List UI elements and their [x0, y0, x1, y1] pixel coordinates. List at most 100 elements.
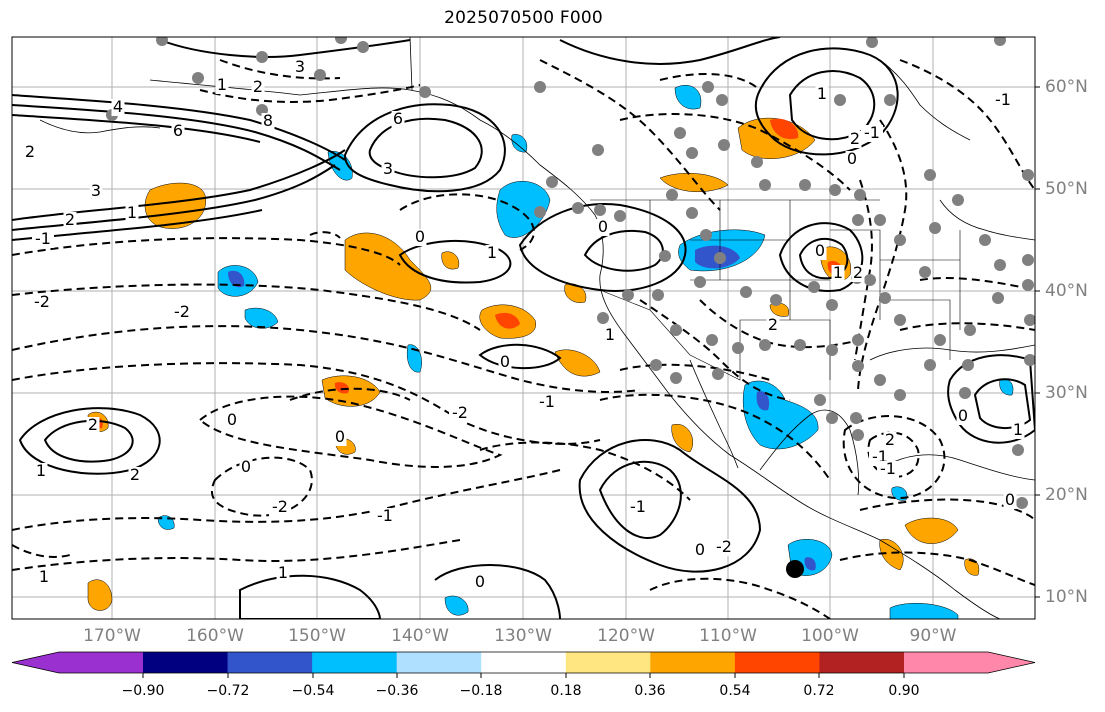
lat-label-50n: 50°N [1045, 179, 1088, 199]
contour-label: 1 [217, 75, 227, 94]
contour-label: -2 [272, 497, 288, 516]
contour-label: 0 [847, 149, 857, 168]
contour-label: 3 [383, 159, 393, 178]
colorbar-segment [396, 652, 482, 673]
contour-label: 0 [598, 217, 608, 236]
contour-label-bg [89, 183, 103, 200]
contour-label: 0 [241, 457, 251, 476]
contour-label-bg [815, 86, 829, 103]
contour-label-bg [861, 125, 883, 142]
contour-label: 1 [278, 563, 288, 582]
contour-label-bg [831, 265, 845, 282]
contour-label: 3 [295, 57, 305, 76]
contour-label-bg [23, 144, 37, 161]
contour-label-bg [333, 429, 347, 446]
contour-label-bg [845, 151, 859, 168]
colorbar-label: 0.36 [634, 683, 666, 699]
contour-label-bg [536, 394, 558, 411]
contour-label: 0 [335, 427, 345, 446]
coastlines [39, 37, 1035, 619]
contour-label-bg [627, 499, 649, 516]
contour-label-bg [1003, 492, 1017, 509]
colorbar-ticks [142, 673, 905, 678]
contour-label: 1 [605, 325, 615, 344]
contour-label-bg [603, 327, 617, 344]
contour-label-bg [261, 113, 275, 130]
contour-label: 1 [833, 263, 843, 282]
lon-label-150w: 150°W [288, 626, 346, 646]
contour-label: -1 [377, 506, 393, 525]
contour-label-bg [239, 459, 253, 476]
contour-label-bg [34, 463, 48, 480]
contour-label-bg [269, 499, 291, 516]
contour-label-bg [293, 59, 307, 76]
lon-label-140w: 140°W [391, 626, 449, 646]
contour-label: -2 [716, 537, 732, 556]
contour-label-bg [31, 294, 53, 311]
colorbar-segment [227, 652, 313, 673]
contour-label: 0 [475, 572, 485, 591]
colorbar-segment [819, 652, 905, 673]
map-title: 2025070500 F000 [444, 8, 603, 28]
colorbar-label: 0.90 [888, 683, 920, 699]
colorbar [11, 651, 1036, 674]
contour-label-bg [877, 461, 899, 478]
lon-label-120w: 120°W [597, 626, 655, 646]
contour-label: 0 [500, 352, 510, 371]
lon-label-170w: 170°W [83, 626, 141, 646]
colorbar-segment [904, 652, 1035, 673]
contour-label: 1 [39, 567, 49, 586]
contour-label-bg [171, 304, 193, 321]
lat-label-20n: 20°N [1045, 485, 1088, 505]
contour-label-bg [391, 111, 405, 128]
contour-label-bg [473, 574, 487, 591]
contour-label: 0 [958, 406, 968, 425]
contour-label-bg [215, 77, 229, 94]
contour-label-bg [485, 245, 499, 262]
lon-label-100w: 100°W [801, 626, 859, 646]
contour-label: -1 [35, 229, 51, 248]
colorbar-segment [143, 652, 229, 673]
colorbar-label: −0.72 [206, 683, 250, 699]
red-shading [92, 118, 843, 429]
contour-label-bg [693, 542, 707, 559]
contour-label: -1 [880, 459, 896, 478]
contour-label: -2 [34, 292, 50, 311]
colorbar-label: 0.72 [803, 683, 835, 699]
lat-label-10n: 10°N [1045, 587, 1088, 607]
map-border [11, 36, 1036, 620]
lat-label-40n: 40°N [1045, 281, 1088, 301]
contour-label: 0 [815, 241, 825, 260]
contour-label: 8 [263, 111, 273, 130]
contour-label-bg [276, 565, 290, 582]
colorbar-segment [12, 652, 143, 673]
contour-label: 1 [817, 84, 827, 103]
contour-label: 2 [885, 430, 895, 449]
contour-label-bg [413, 229, 427, 246]
contour-label: 2 [25, 142, 35, 161]
contour-label: -2 [174, 302, 190, 321]
contour-label: -1 [539, 392, 555, 411]
contour-label: 0 [227, 410, 237, 429]
contour-label: 1 [1013, 420, 1023, 439]
lat-label-30n: 30°N [1045, 383, 1088, 403]
contour-label-bg [171, 123, 185, 140]
lat-label-60n: 60°N [1045, 77, 1088, 97]
state-borders [590, 199, 961, 381]
colorbar-segment [312, 652, 398, 673]
dashed-contours [12, 59, 1035, 619]
contour-label: 0 [695, 540, 705, 559]
colorbar-label: 0.18 [550, 683, 582, 699]
contour-label: 0 [1005, 490, 1015, 509]
station-markers [106, 37, 1035, 509]
contour-label: 6 [173, 121, 183, 140]
colorbar-label: −0.90 [121, 683, 165, 699]
contour-label-bg [766, 317, 780, 334]
contour-label-bg [596, 219, 610, 236]
contour-label: 3 [91, 181, 101, 200]
contour-label-bg [374, 508, 396, 525]
contour-label-bg [498, 354, 512, 371]
contour-label-bg [111, 99, 125, 116]
contour-label: 6 [393, 109, 403, 128]
contour-label: 0 [415, 227, 425, 246]
